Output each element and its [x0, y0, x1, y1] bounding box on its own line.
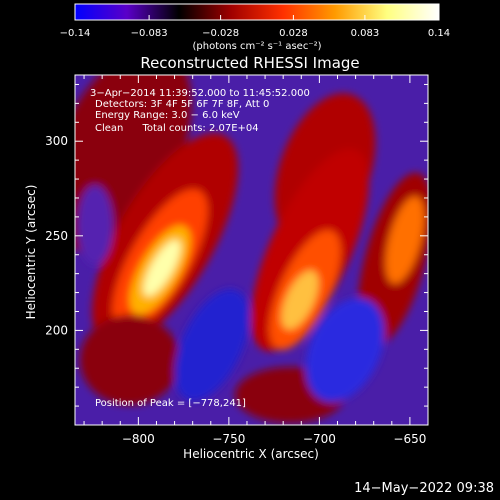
colorbar	[74, 3, 440, 21]
colorbar-tick-label: 0.083	[351, 28, 380, 39]
annotation-detectors: Detectors: 3F 4F 5F 6F 7F 8F, Att 0	[95, 99, 270, 110]
x-axis-ticks: −800 −750 −700 −650	[83, 75, 429, 446]
y-tick-label: 250	[45, 229, 68, 243]
x-tick-label: −750	[212, 432, 245, 446]
y-tick-label: 200	[45, 323, 68, 337]
colorbar-tick-label: −0.083	[131, 28, 168, 39]
annotation-energy-range: Energy Range: 3.0 − 6.0 keV	[95, 110, 240, 121]
x-tick-label: −650	[393, 432, 426, 446]
chart-title: Reconstructed RHESSI Image	[140, 54, 359, 72]
x-tick-label: −700	[303, 432, 336, 446]
colorbar-tick-label: −0.14	[60, 28, 91, 39]
heatmap-image	[75, 75, 428, 425]
colorbar-unit-label: (photons cm⁻² s⁻¹ asec⁻²)	[192, 41, 321, 52]
colorbar-tick-label: −0.028	[202, 28, 239, 39]
plot-frame	[74, 74, 429, 426]
annotation-clean-counts: Clean Total counts: 2.07E+04	[95, 123, 259, 134]
peak-position-label: Position of Peak = [−778,241]	[95, 398, 246, 409]
colorbar-tick-label: 0.028	[279, 28, 308, 39]
y-axis-label: Heliocentric Y (arcsec)	[24, 185, 38, 320]
footer-timestamp: 14−May−2022 09:38	[354, 481, 494, 496]
y-tick-label: 300	[45, 134, 68, 148]
colorbar-ticks: −0.14 −0.083 −0.028 0.028 0.083 0.14	[60, 15, 450, 39]
x-axis-label: Heliocentric X (arcsec)	[183, 447, 319, 461]
colorbar-tick-label: 0.14	[428, 28, 450, 39]
y-axis-ticks: 200 250 300	[45, 83, 428, 407]
x-tick-label: −800	[122, 432, 155, 446]
annotation-time-range: 3−Apr−2014 11:39:52.000 to 11:45:52.000	[90, 88, 310, 99]
